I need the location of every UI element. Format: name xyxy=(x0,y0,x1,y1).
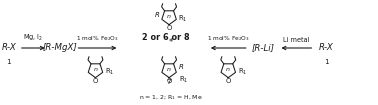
Text: R: R xyxy=(155,12,160,18)
Text: 1 mol% Fe$_2$O$_3$: 1 mol% Fe$_2$O$_3$ xyxy=(207,34,249,43)
Text: O: O xyxy=(166,78,172,84)
Text: [R-MgX]: [R-MgX] xyxy=(42,43,77,52)
Text: R-X: R-X xyxy=(2,43,16,52)
Text: n: n xyxy=(167,67,171,72)
Text: 7: 7 xyxy=(167,79,171,85)
Text: 1: 1 xyxy=(324,59,328,65)
Text: Li metal: Li metal xyxy=(283,37,310,43)
Text: 1 mol% Fe$_2$O$_3$: 1 mol% Fe$_2$O$_3$ xyxy=(76,34,119,43)
Text: R$_1$: R$_1$ xyxy=(179,74,189,85)
Text: n: n xyxy=(93,67,98,72)
Text: n: n xyxy=(167,14,171,19)
Text: n: n xyxy=(226,67,230,72)
Text: O: O xyxy=(226,78,231,84)
Text: [R-Li]: [R-Li] xyxy=(252,43,275,52)
Text: 1: 1 xyxy=(6,59,11,65)
Text: O: O xyxy=(93,78,98,84)
Text: R$_1$: R$_1$ xyxy=(105,67,114,77)
Text: O: O xyxy=(166,25,172,31)
Text: R$_1$: R$_1$ xyxy=(237,67,247,77)
Text: Mg, I$_2$: Mg, I$_2$ xyxy=(23,33,43,43)
Text: R$_1$: R$_1$ xyxy=(178,14,188,24)
Text: R-X: R-X xyxy=(319,43,334,52)
Text: R: R xyxy=(179,64,184,70)
Text: 2 or 6 or 8: 2 or 6 or 8 xyxy=(142,33,190,42)
Text: n = 1, 2; R$_1$ = H, Me: n = 1, 2; R$_1$ = H, Me xyxy=(139,94,203,102)
Text: *: * xyxy=(169,38,173,47)
